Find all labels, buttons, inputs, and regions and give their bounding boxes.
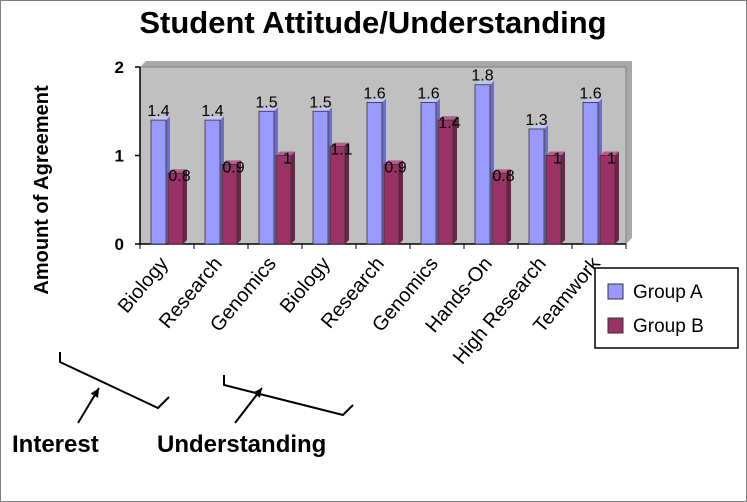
- bar-top: [546, 151, 565, 156]
- bar-side: [507, 169, 511, 244]
- group-label: Interest: [12, 431, 99, 458]
- bar: [167, 172, 184, 245]
- data-label: 1.1: [330, 142, 352, 159]
- data-label: 1.5: [309, 94, 331, 111]
- bar: [204, 119, 221, 245]
- data-label: 1.6: [417, 85, 439, 102]
- bar-top: [367, 98, 386, 103]
- bar-side: [237, 160, 241, 244]
- bar: [599, 155, 616, 245]
- bar-top: [205, 116, 224, 121]
- bar-top: [475, 80, 494, 85]
- legend-swatch: [607, 317, 624, 334]
- bar-top: [168, 169, 187, 174]
- bar-top: [259, 107, 278, 112]
- bar-top: [330, 142, 349, 147]
- bar: [545, 155, 562, 245]
- bar: [491, 172, 508, 245]
- bar: [150, 119, 167, 245]
- bar-side: [561, 151, 565, 244]
- legend-box: [594, 267, 739, 349]
- data-label: 1.4: [438, 115, 460, 132]
- bar-side: [183, 169, 187, 244]
- bar-top: [384, 160, 403, 165]
- bar-top: [151, 116, 170, 121]
- bar: [437, 119, 454, 245]
- y-tick-label: 1: [115, 147, 124, 166]
- data-label: 1.6: [363, 85, 385, 102]
- data-label: 0.8: [492, 168, 514, 185]
- legend-entry: Group A: [633, 282, 703, 303]
- data-label: 1: [283, 151, 292, 168]
- data-label: 1: [553, 151, 562, 168]
- bar-top: [438, 116, 457, 121]
- bar: [258, 110, 275, 245]
- data-label: 1.6: [579, 85, 601, 102]
- category-labels: BiologyResearchGenomicsBiologyResearchGe…: [114, 252, 606, 368]
- bar-top: [600, 151, 619, 156]
- group-arrowhead: [90, 388, 99, 398]
- data-label: 1.3: [525, 112, 547, 129]
- bar: [383, 163, 400, 245]
- y-axis-title: Amount of Agreement: [31, 85, 53, 295]
- legend-entry: Group B: [633, 316, 704, 337]
- bar: [221, 163, 238, 245]
- data-label: 0.8: [168, 168, 190, 185]
- bar: [312, 110, 329, 245]
- group-bracket: [59, 352, 170, 410]
- bar: [582, 102, 599, 245]
- bar-top: [492, 169, 511, 174]
- bar: [275, 155, 292, 245]
- data-label: 0.9: [384, 159, 406, 176]
- data-label: 1.4: [147, 103, 169, 120]
- bar-top: [313, 107, 332, 112]
- bar-top: [583, 98, 602, 103]
- bar: [420, 102, 437, 245]
- chart-title: Student Attitude/Understanding: [139, 5, 606, 40]
- plot-area: 0 1 2 1.4 1.4 1.5 1.5 1.6 1.6 1.8 1.3 1.6 0.8 0.9 1 1.1…: [115, 58, 632, 254]
- legend: Group A Group B: [594, 267, 739, 349]
- bar-top: [421, 98, 440, 103]
- data-label: 1.4: [201, 103, 223, 120]
- group-arrowhead: [253, 388, 262, 398]
- bar-side: [615, 151, 619, 244]
- group-bracket: [223, 375, 354, 417]
- bar: [474, 84, 491, 245]
- bar-top: [222, 160, 241, 165]
- bar: [329, 146, 346, 245]
- category-groups: Interest Understanding: [12, 352, 354, 458]
- bar-side: [399, 160, 403, 244]
- y-tick-label: 2: [115, 58, 124, 77]
- bar-top: [276, 151, 295, 156]
- bar-top: [529, 124, 548, 129]
- legend-swatch: [607, 283, 624, 300]
- y-tick-label: 0: [115, 235, 124, 254]
- data-label: 1.8: [471, 68, 493, 85]
- bar-side: [453, 116, 457, 244]
- data-label: 1.5: [255, 94, 277, 111]
- bar: [528, 128, 545, 245]
- group-label: Understanding: [157, 431, 326, 458]
- bar-side: [291, 151, 295, 244]
- data-label: 1: [607, 151, 616, 168]
- bar: [366, 102, 383, 245]
- bar-side: [345, 142, 349, 244]
- data-label: 0.9: [222, 159, 244, 176]
